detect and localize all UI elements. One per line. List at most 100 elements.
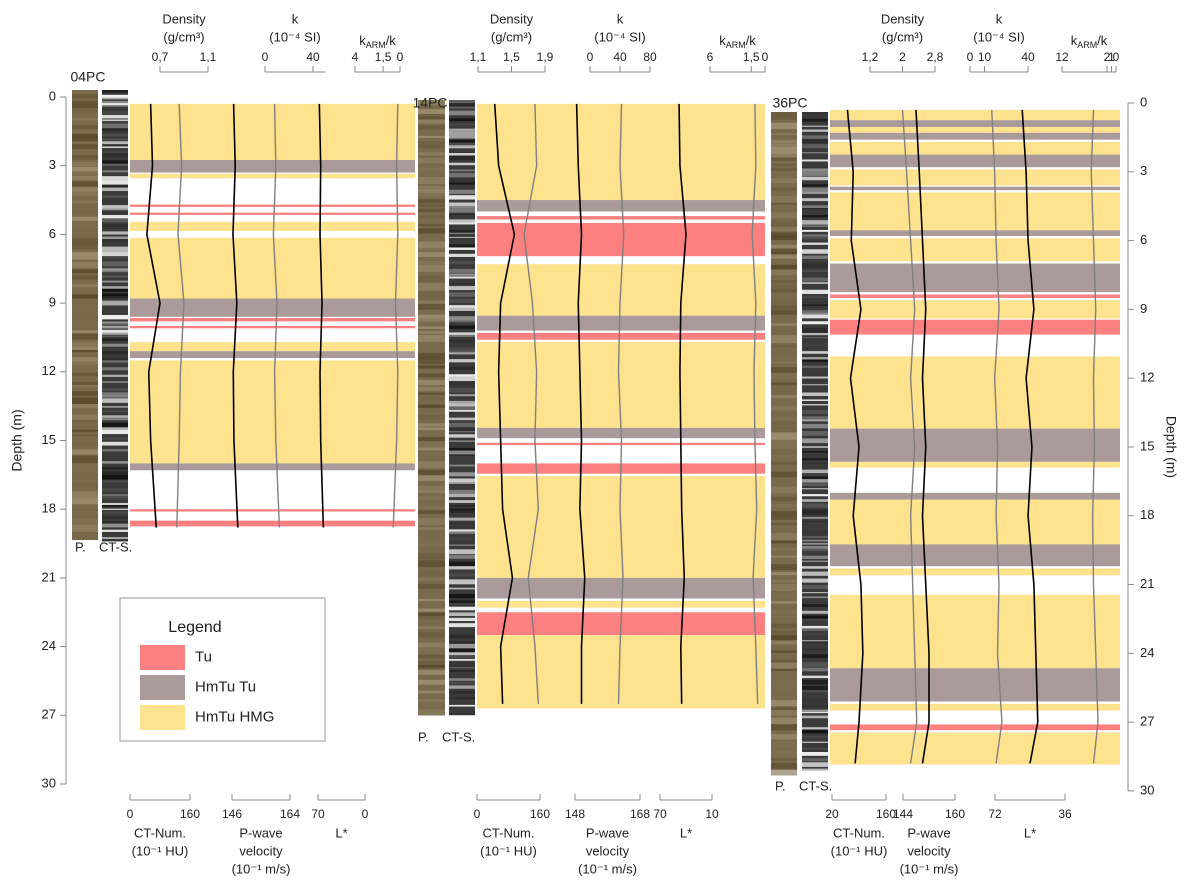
axis-title: (g/cm³) xyxy=(163,29,204,44)
depth-tick-label: 18 xyxy=(42,501,56,516)
axis-tick-label: 146 xyxy=(222,807,242,821)
ct-scan-band xyxy=(449,232,475,234)
core-photo-band xyxy=(72,381,98,385)
ct-scan-band xyxy=(449,321,475,323)
ct-scan-band xyxy=(449,382,475,385)
ct-scan-band xyxy=(802,404,828,406)
ct-scan-band xyxy=(802,473,828,477)
ct-scan-band xyxy=(102,170,128,173)
core-photo-band xyxy=(72,341,98,350)
ct-scan-band xyxy=(102,381,128,384)
log-curve xyxy=(523,103,540,704)
ct-scan-band xyxy=(102,387,128,392)
ct-scan-band xyxy=(802,543,828,545)
layer xyxy=(830,109,1120,121)
axis-title: (g/cm³) xyxy=(491,29,532,44)
ct-scan-band xyxy=(449,500,475,503)
core-photo-band xyxy=(771,741,797,748)
axis-tick-label: 70 xyxy=(311,807,325,821)
ct-scan-band xyxy=(802,376,828,379)
core-photo-band xyxy=(771,615,797,619)
ct-scan-band xyxy=(449,710,475,712)
log-curve xyxy=(1021,109,1039,764)
ct-scan-band xyxy=(449,603,475,605)
ct-scan-band xyxy=(102,208,128,211)
ct-scan-band xyxy=(802,135,828,140)
axis-title: (10⁻¹ m/s) xyxy=(900,861,959,876)
ct-scan-band xyxy=(449,334,475,337)
core-photo-band xyxy=(771,454,797,459)
log-curve xyxy=(146,103,161,528)
core-photo-band xyxy=(771,323,797,326)
core-photo-band xyxy=(72,223,98,229)
layer xyxy=(830,544,1120,567)
ct-scan-band xyxy=(102,296,128,299)
ct-scan-band xyxy=(449,374,475,378)
axis-title: velocity xyxy=(586,843,630,858)
core-photo-band xyxy=(72,357,98,365)
ct-scan-band xyxy=(449,182,475,185)
log-curve xyxy=(617,103,625,704)
core-photo-band xyxy=(771,564,797,570)
core-photo-band xyxy=(771,416,797,423)
ct-scan-band xyxy=(802,357,828,362)
axis-tick-label: 2 xyxy=(899,50,906,64)
ct-scan-band xyxy=(802,419,828,422)
core-photo-band xyxy=(418,291,445,300)
ct-scan-band xyxy=(449,472,475,477)
ct-scan-band xyxy=(102,215,128,219)
ct-scan-band xyxy=(802,166,828,170)
core-photo-band xyxy=(418,590,445,598)
axis-tick-label: 12 xyxy=(1055,50,1069,64)
core-photo-band xyxy=(771,685,797,691)
axis-title: P-wave xyxy=(586,825,629,840)
core-photo-band xyxy=(771,482,797,491)
core-photo-band xyxy=(72,205,98,208)
ct-scan-band xyxy=(802,675,828,679)
core-photo-band xyxy=(72,233,98,238)
ct-scan-band xyxy=(102,119,128,122)
axis-tick-label: 160 xyxy=(945,807,965,821)
ct-scan-band xyxy=(802,365,828,368)
core-photo-band xyxy=(72,200,98,204)
core-photo-band xyxy=(771,503,797,508)
ct-scan-band xyxy=(449,623,475,628)
ct-scan-band xyxy=(449,713,475,716)
ct-scan-band xyxy=(802,383,828,386)
axis-tick-label: 10 xyxy=(705,807,719,821)
layer xyxy=(130,103,415,160)
axis-tick-label: 0 xyxy=(967,50,974,64)
core-photo-band xyxy=(418,553,445,560)
ct-scan-band xyxy=(102,163,128,166)
layer xyxy=(130,326,415,329)
core-photo-band xyxy=(418,527,445,531)
ct-scan-band xyxy=(102,231,128,235)
ct-scan-band xyxy=(802,159,828,162)
core-photo-band xyxy=(771,309,797,315)
axis-title: L* xyxy=(335,825,347,840)
ct-scan-band xyxy=(802,220,828,225)
core-photo-band xyxy=(771,344,797,348)
core-photo-band xyxy=(771,405,797,411)
ct-scan-band xyxy=(102,268,128,272)
ct-scan-band xyxy=(102,329,128,334)
ct-scan-band xyxy=(802,198,828,202)
axis-title-part: ARM xyxy=(366,40,386,50)
ct-scan-band xyxy=(802,712,828,714)
ct-scan-band xyxy=(802,625,828,629)
layer xyxy=(130,237,415,299)
core-photo-band xyxy=(72,532,98,540)
ct-scan-band xyxy=(449,581,475,585)
core-photo-band xyxy=(418,125,445,130)
ct-scan-band xyxy=(449,641,475,644)
core-photo-band xyxy=(418,326,445,329)
ct-scan-band xyxy=(802,327,828,333)
ct-scan-band xyxy=(802,207,828,210)
ct-scan-band xyxy=(449,376,475,382)
ct-scan-band xyxy=(802,296,828,298)
ct-scan-band xyxy=(802,152,828,154)
ct-scan-band xyxy=(449,169,475,172)
ct-scan-band xyxy=(102,367,128,371)
core-photo-band xyxy=(418,275,445,282)
core-photo-band xyxy=(771,192,797,197)
